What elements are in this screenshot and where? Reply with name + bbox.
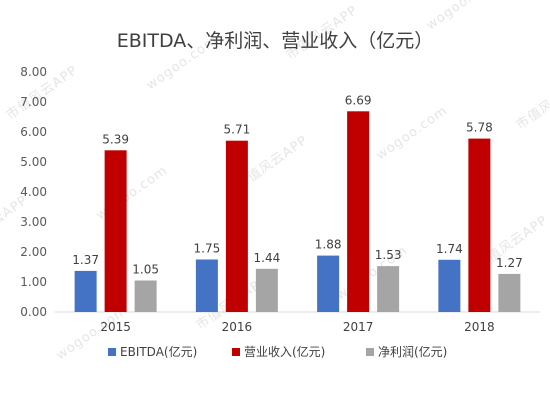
legend-swatch <box>232 348 240 356</box>
x-tick-label: 2015 <box>100 320 131 334</box>
legend-swatch <box>366 348 374 356</box>
bars-group: 1.37 5.39 1.05 1.75 5.71 1.44 1.88 6.69 1.53 1.74… <box>72 93 523 312</box>
watermark-text: 市值风云APP <box>513 72 550 133</box>
y-tick-label: 0.00 <box>20 305 47 319</box>
legend-swatch <box>108 348 116 356</box>
bar <box>104 150 127 312</box>
bar <box>317 255 340 312</box>
bar <box>195 259 218 312</box>
bar <box>347 111 370 312</box>
data-label: 1.74 <box>436 242 463 256</box>
data-label: 6.69 <box>345 93 372 107</box>
watermark-text: wogoo.com <box>424 0 501 33</box>
bar <box>74 270 97 312</box>
y-tick-label: 7.00 <box>20 95 47 109</box>
bar <box>438 259 461 312</box>
data-label: 5.39 <box>102 132 129 146</box>
data-label: 1.88 <box>315 238 342 252</box>
bar <box>134 280 157 312</box>
y-tick-label: 6.00 <box>20 125 47 139</box>
data-label: 1.44 <box>254 251 281 265</box>
y-axis: 0.00 1.00 2.00 3.00 4.00 5.00 6.00 7.00 8.00 <box>20 65 47 319</box>
bar <box>468 138 491 312</box>
bar <box>225 140 248 312</box>
y-tick-label: 1.00 <box>20 275 47 289</box>
x-axis: 2015 2016 2017 2018 <box>100 320 494 334</box>
y-tick-label: 4.00 <box>20 185 47 199</box>
x-tick-label: 2016 <box>222 320 253 334</box>
bar <box>255 268 278 312</box>
x-tick-label: 2017 <box>343 320 374 334</box>
y-tick-label: 3.00 <box>20 215 47 229</box>
bar <box>377 266 400 312</box>
chart-title: EBITDA、净利润、营业收入（亿元） <box>117 30 434 52</box>
data-label: 1.27 <box>496 256 523 270</box>
data-label: 1.53 <box>375 248 402 262</box>
y-tick-label: 8.00 <box>20 65 47 79</box>
data-label: 1.37 <box>72 253 99 267</box>
x-tick-label: 2018 <box>464 320 495 334</box>
y-tick-label: 5.00 <box>20 155 47 169</box>
data-label: 5.78 <box>466 121 493 135</box>
legend: EBITDA(亿元) 营业收入(亿元) 净利润(亿元) <box>108 344 447 359</box>
legend-entry: EBITDA(亿元) <box>120 344 197 359</box>
bar <box>498 273 521 312</box>
data-label: 5.71 <box>224 123 251 137</box>
legend-entry: 净利润(亿元) <box>378 344 447 359</box>
y-tick-label: 2.00 <box>20 245 47 259</box>
data-label: 1.75 <box>194 242 221 256</box>
data-label: 1.05 <box>132 263 159 277</box>
legend-entry: 营业收入(亿元) <box>244 344 325 359</box>
watermark-text: wogoo.com <box>374 103 451 163</box>
